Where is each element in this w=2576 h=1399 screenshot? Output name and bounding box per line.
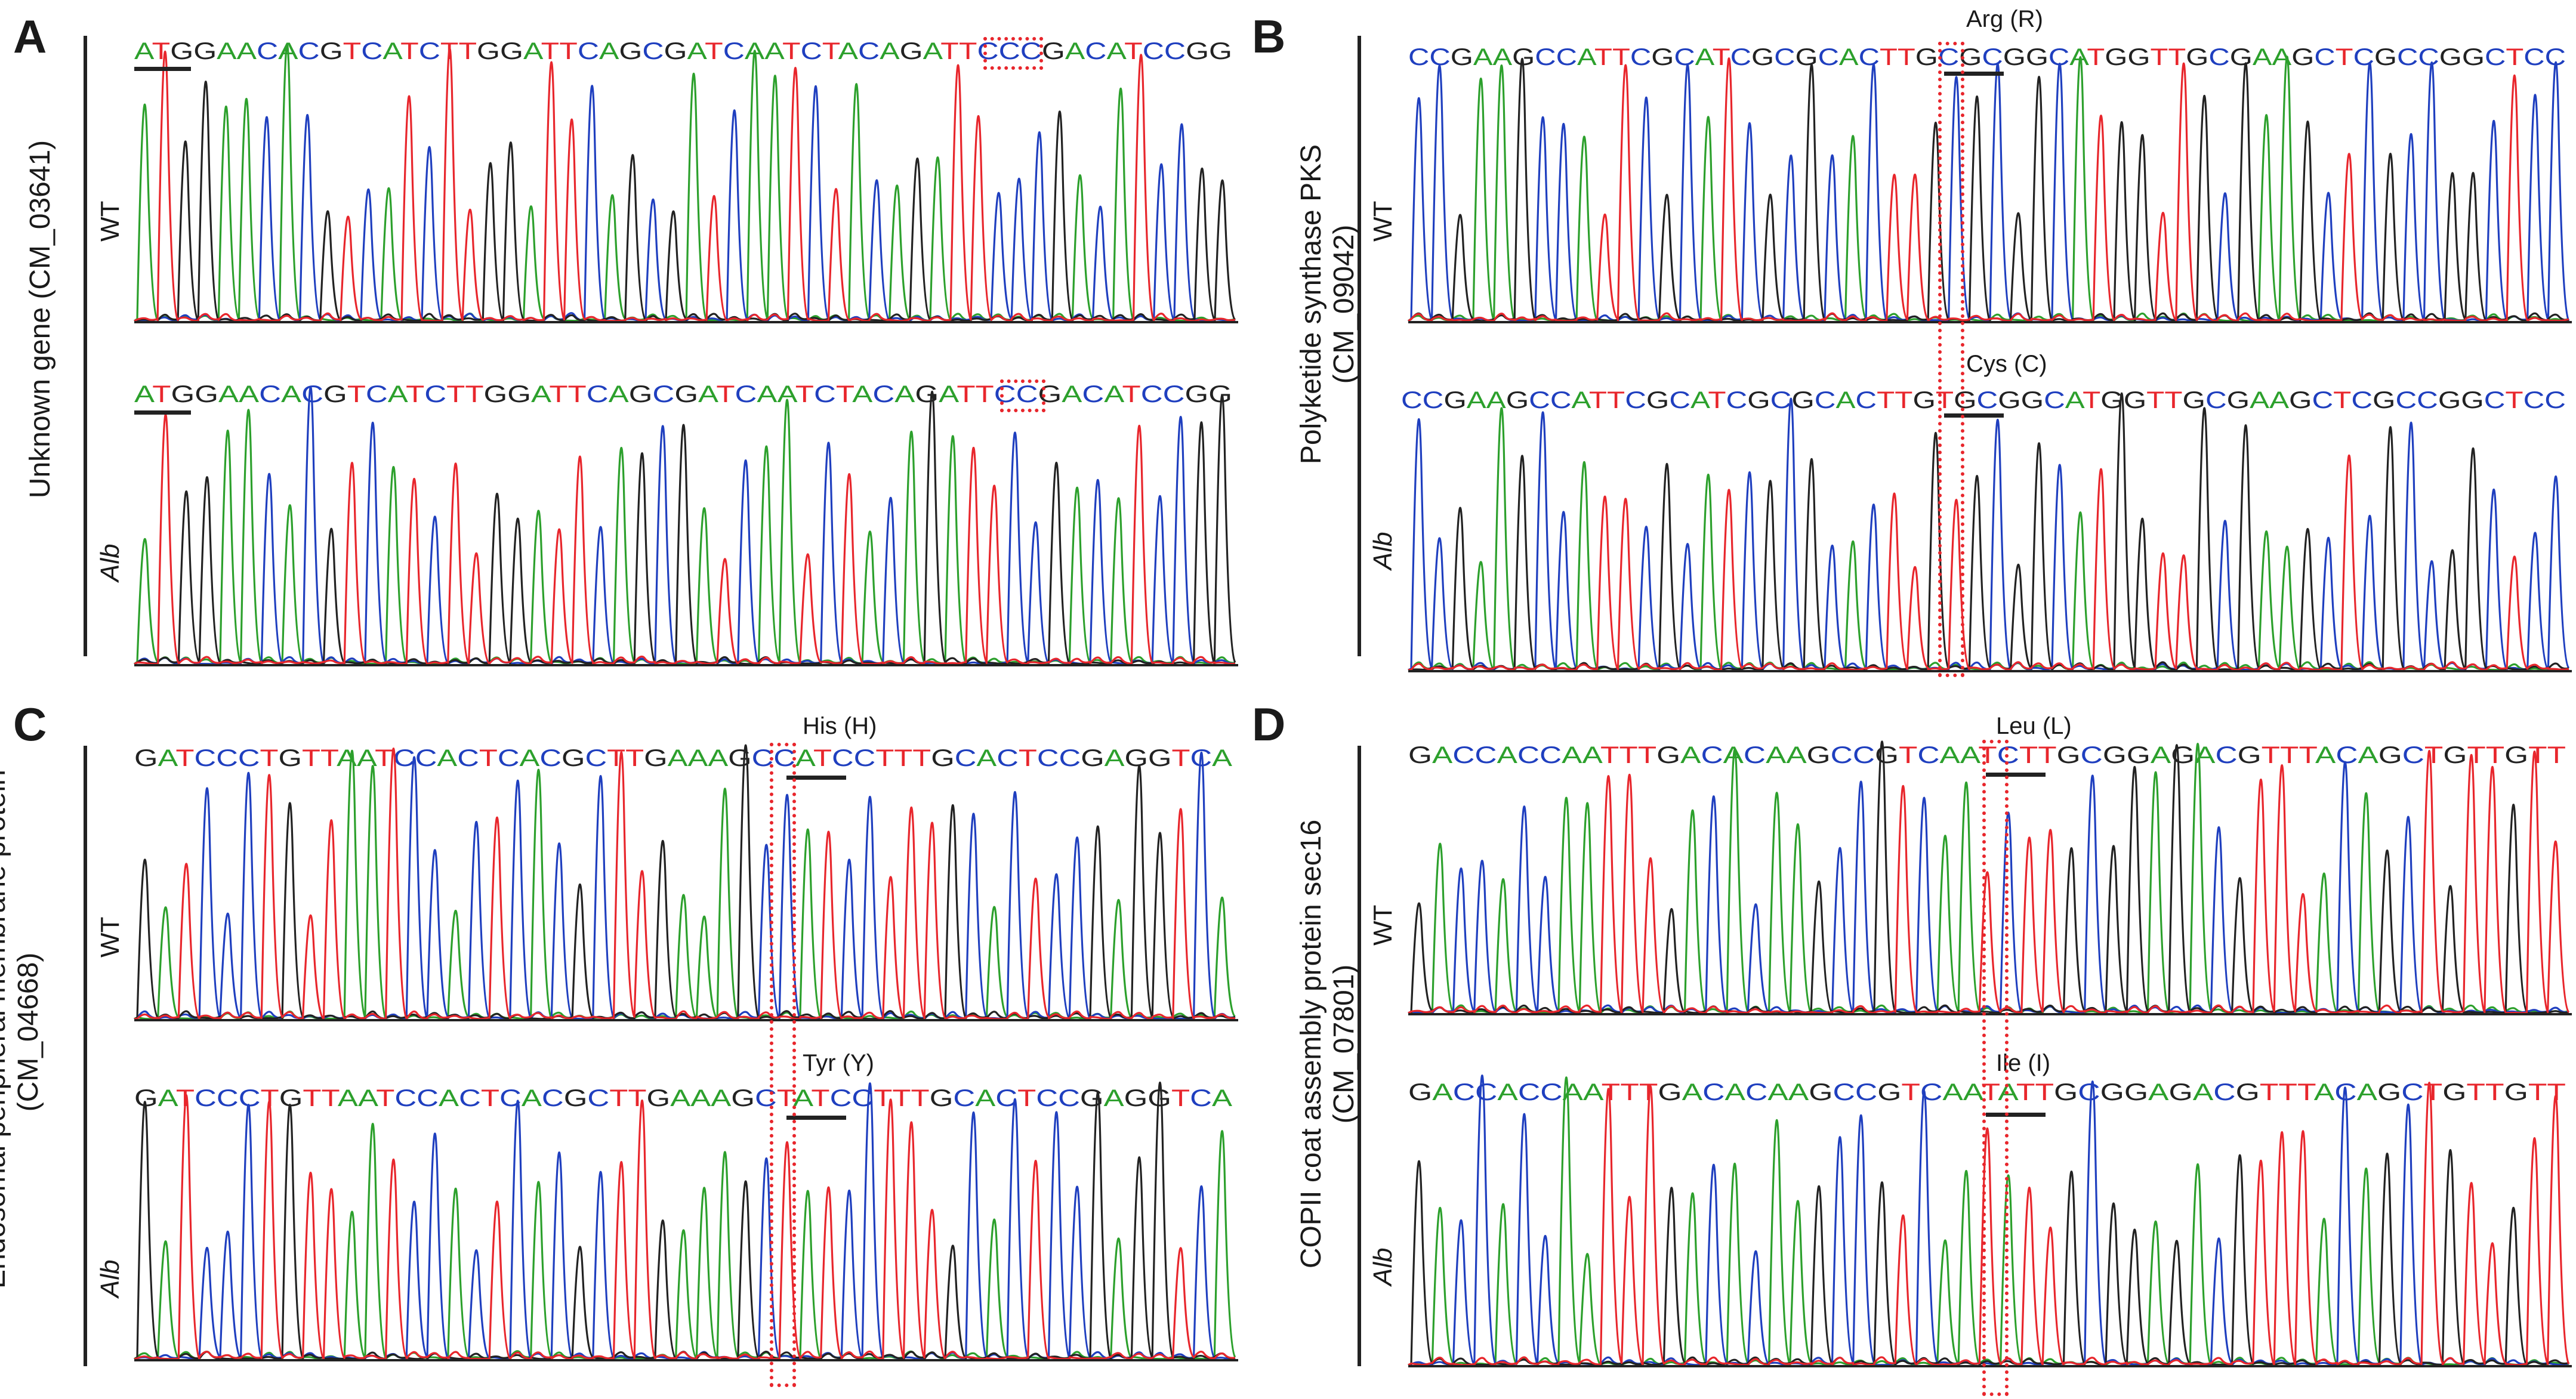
trace-t bbox=[134, 748, 1236, 1020]
trace-g bbox=[134, 744, 1236, 1020]
panel-a-deletion-box-wt bbox=[983, 37, 1043, 70]
panel-label-d: D bbox=[1252, 698, 1286, 751]
panel-b-gene-title-line2: (CM_09042) bbox=[1328, 224, 1361, 384]
panel-b-aa-alb: Cys (C) bbox=[1966, 351, 2047, 377]
panel-a-chromatogram-alb bbox=[134, 386, 1238, 666]
panel-b-row-wt-label: WT bbox=[1368, 200, 1397, 242]
trace-t bbox=[1408, 1082, 2570, 1366]
panel-label-c: C bbox=[13, 698, 47, 751]
panel-d-codon-underline-wt bbox=[1986, 773, 2046, 777]
panel-c-chromatogram-wt bbox=[134, 744, 1238, 1021]
panel-d-row-wt-label: WT bbox=[1368, 904, 1397, 946]
trace-g bbox=[134, 1082, 1236, 1360]
panel-d-row-alb-label: Alb bbox=[1368, 1247, 1397, 1286]
panel-d-aa-wt: Leu (L) bbox=[1996, 713, 2072, 739]
panel-c-gene-title-line1: Endosomal peripheral membrane protein bbox=[0, 770, 11, 1289]
panel-b-snp-box bbox=[1938, 42, 1964, 677]
panel-c-aa-wt: His (H) bbox=[803, 713, 877, 739]
panel-c-aa-alb: Tyr (Y) bbox=[803, 1050, 874, 1076]
panel-c-gene-title-line2: (CM_04668) bbox=[13, 952, 45, 1112]
trace-a bbox=[134, 44, 1236, 322]
panel-c-snp-box bbox=[770, 743, 796, 1387]
panel-b-axis-bar bbox=[1358, 36, 1361, 656]
trace-t bbox=[1408, 454, 2569, 671]
panel-d-chromatogram-wt bbox=[1408, 740, 2572, 1015]
panel-b-gene-title-line1: Polyketide synthase PKS bbox=[1295, 144, 1327, 465]
panel-label-b: B bbox=[1252, 10, 1286, 63]
panel-c-chromatogram-alb bbox=[134, 1082, 1238, 1361]
panel-a-row-wt-label: WT bbox=[95, 200, 125, 242]
panel-c-row-wt-label: WT bbox=[95, 916, 125, 958]
panel-b-codon-underline-wt bbox=[1944, 72, 2004, 76]
panel-a-start-codon-underline-wt bbox=[134, 67, 191, 71]
panel-a-start-codon-underline-alb bbox=[134, 410, 191, 415]
panel-label-a: A bbox=[13, 10, 47, 63]
trace-g bbox=[134, 81, 1236, 322]
panel-a-gene-title: Unknown gene (CM_03641) bbox=[24, 140, 56, 499]
trace-c bbox=[134, 85, 1236, 322]
panel-d-axis-bar bbox=[1358, 746, 1361, 1366]
panel-a-chromatogram-wt bbox=[134, 44, 1238, 323]
trace-a bbox=[1408, 1076, 2569, 1366]
panel-d-gene-title-line2: (CM_07801) bbox=[1328, 964, 1361, 1124]
trace-t bbox=[1408, 749, 2570, 1014]
panel-d-snp-box bbox=[1982, 740, 2009, 1396]
panel-b-aa-wt: Arg (R) bbox=[1966, 6, 2043, 32]
panel-b-row-alb-label: Alb bbox=[1368, 532, 1397, 570]
trace-t bbox=[134, 413, 1236, 665]
trace-g bbox=[1408, 57, 2569, 322]
trace-t bbox=[134, 1094, 1236, 1360]
trace-a bbox=[1408, 743, 2569, 1014]
trace-t bbox=[1408, 57, 2569, 322]
panel-c-codon-underline-wt bbox=[786, 776, 846, 780]
panel-c-axis-bar bbox=[84, 746, 87, 1366]
trace-c bbox=[1408, 61, 2570, 322]
panel-a-axis-bar bbox=[84, 36, 87, 656]
panel-d-codon-underline-alb bbox=[1986, 1113, 2046, 1117]
trace-g bbox=[1408, 1149, 2569, 1366]
trace-c bbox=[134, 1082, 1236, 1360]
panel-b-chromatogram-alb bbox=[1408, 392, 2572, 672]
panel-c-gene-title: Endosomal peripheral membrane protein (C… bbox=[0, 770, 51, 1289]
panel-d-chromatogram-alb bbox=[1408, 1074, 2572, 1367]
panel-a-deletion-box-alb bbox=[1000, 379, 1045, 412]
panel-b-gene-title: Polyketide synthase PKS (CM_09042) bbox=[1295, 78, 1366, 531]
panel-b-codon-underline-alb bbox=[1944, 413, 2004, 418]
panel-a-row-alb-label: Alb bbox=[95, 543, 125, 582]
panel-d-gene-title: COPII coat assembly protein sec16 (CM_07… bbox=[1295, 787, 1366, 1301]
trace-a bbox=[1408, 55, 2569, 322]
panel-d-gene-title-line1: COPII coat assembly protein sec16 bbox=[1295, 819, 1327, 1269]
panel-c-row-alb-label: Alb bbox=[95, 1259, 125, 1298]
panel-b-chromatogram-wt bbox=[1408, 55, 2572, 323]
trace-t bbox=[134, 47, 1236, 322]
panel-c-codon-underline-alb bbox=[786, 1116, 846, 1120]
trace-c bbox=[134, 751, 1236, 1020]
trace-g bbox=[1408, 392, 2569, 671]
